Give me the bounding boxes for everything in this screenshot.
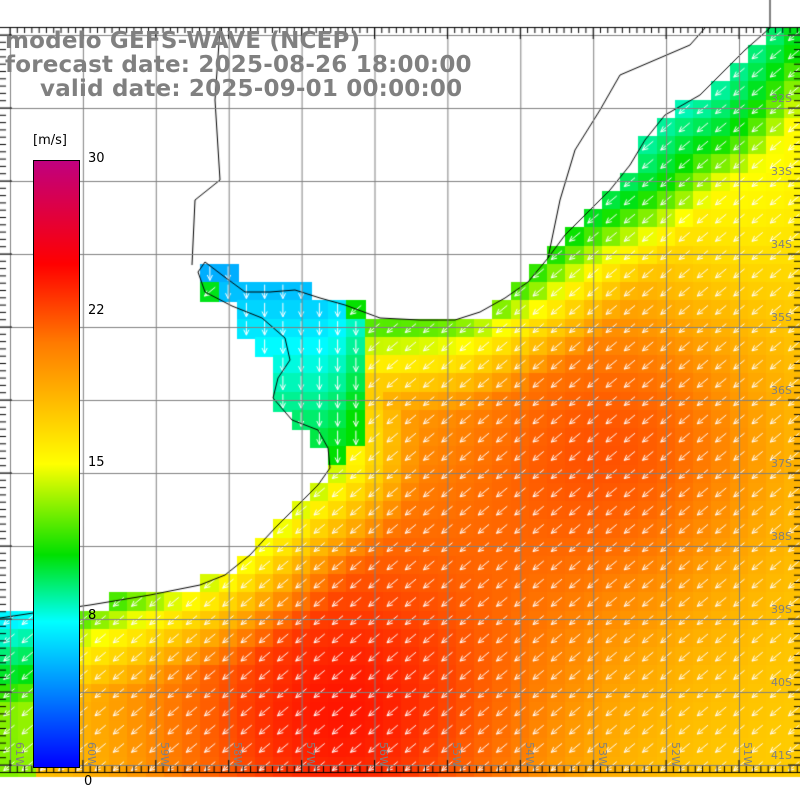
longitude-label: 53W: [596, 742, 609, 767]
longitude-label: 60W: [85, 742, 98, 767]
longitude-label: 57W: [304, 742, 317, 767]
latitude-label: 33S: [771, 165, 792, 178]
longitude-label: 52W: [669, 742, 682, 767]
colorbar: [33, 160, 80, 768]
latitude-label: 40S: [771, 676, 792, 689]
colorbar-label-30: 30: [88, 151, 105, 166]
latitude-label: 35S: [771, 311, 792, 324]
colorbar-label-0: 0: [84, 774, 93, 789]
latitude-label: 34S: [771, 238, 792, 251]
colorbar-unit: [m/s]: [33, 133, 67, 148]
longitude-label: 58W: [231, 742, 244, 767]
model-title: modelo GEFS-WAVE (NCEP): [5, 28, 361, 54]
valid-date: valid date: 2025-09-01 00:00:00: [40, 76, 463, 102]
longitude-label: 61W: [13, 742, 26, 767]
colorbar-label-22: 22: [88, 303, 105, 318]
colorbar-label-8: 8: [88, 608, 97, 623]
latitude-label: 38S: [771, 530, 792, 543]
latitude-label: 41S: [771, 749, 792, 762]
latitude-label: 36S: [771, 384, 792, 397]
longitude-label: 51W: [741, 742, 754, 767]
forecast-date: forecast date: 2025-08-26 18:00:00: [5, 52, 472, 78]
colorbar-label-15: 15: [88, 455, 105, 470]
longitude-label: 59W: [158, 742, 171, 767]
latitude-label: 32S: [771, 92, 792, 105]
longitude-label: 54W: [523, 742, 536, 767]
longitude-label: 56W: [377, 742, 390, 767]
latitude-label: 39S: [771, 603, 792, 616]
longitude-label: 55W: [450, 742, 463, 767]
latitude-label: 37S: [771, 457, 792, 470]
